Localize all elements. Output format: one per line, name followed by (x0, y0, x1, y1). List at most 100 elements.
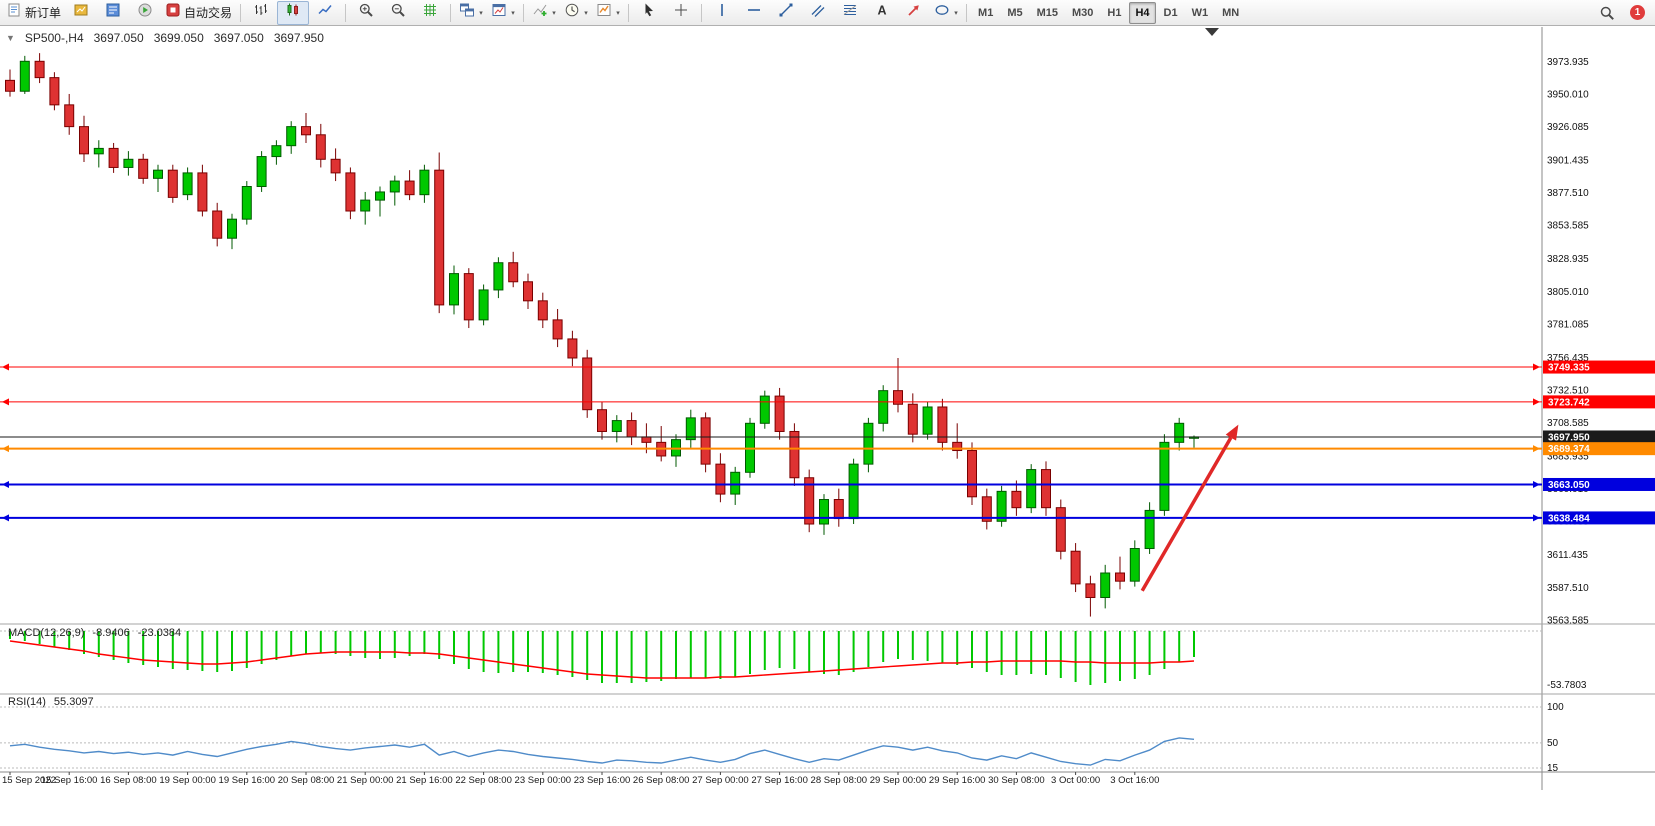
svg-text:29 Sep 16:00: 29 Sep 16:00 (929, 775, 986, 786)
button-label: 自动交易 (184, 6, 233, 20)
svg-text:100: 100 (1547, 702, 1564, 713)
bar-chart-button[interactable] (245, 1, 277, 25)
new-order-button[interactable]: 新订单 (2, 1, 65, 25)
svg-text:22 Sep 08:00: 22 Sep 08:00 (455, 775, 512, 786)
shapes-button[interactable]: ▾ (930, 1, 962, 25)
price-axis[interactable]: 3973.935 3950.010 3926.085 3901.435 3877.510… (1541, 27, 1589, 790)
svg-text:A: A (878, 4, 887, 18)
arrow-label-button[interactable] (898, 1, 930, 25)
svg-text:3708.585: 3708.585 (1547, 418, 1589, 429)
dropdown-arrow-icon[interactable]: ▾ (479, 9, 483, 17)
periods-button[interactable]: ▾ (560, 1, 592, 25)
vline-button[interactable] (706, 1, 738, 25)
svg-text:29 Sep 00:00: 29 Sep 00:00 (870, 775, 927, 786)
templates-icon (596, 2, 612, 23)
timeframe-M5[interactable]: M5 (1007, 6, 1023, 19)
market-watch-button[interactable] (97, 1, 129, 25)
trendline-button[interactable] (770, 1, 802, 25)
new-chart-icon (491, 2, 507, 23)
dropdown-arrow-icon[interactable]: ▾ (616, 9, 620, 17)
indicators-button[interactable]: ▾ (528, 1, 560, 25)
chart-profiles-button[interactable] (65, 1, 97, 25)
crosshair-button[interactable] (665, 1, 697, 25)
timeframe-H1[interactable]: H1 (1107, 6, 1122, 19)
toolbar-right: 1 (1591, 1, 1653, 25)
zoom-in-button[interactable] (350, 1, 382, 25)
autotrading-button[interactable]: 自动交易 (161, 1, 236, 25)
svg-text:3756.435: 3756.435 (1547, 353, 1589, 364)
tester-icon (137, 2, 153, 23)
arrow-label-icon (906, 2, 922, 23)
svg-text:-53.7803: -53.7803 (1547, 680, 1587, 691)
toolbar-separator (701, 3, 703, 22)
trend-arrow-annotation[interactable] (1140, 424, 1239, 592)
grid-button[interactable] (414, 1, 446, 25)
svg-text:21 Sep 16:00: 21 Sep 16:00 (396, 775, 453, 786)
svg-text:3689.374: 3689.374 (1548, 444, 1590, 455)
resistance-line-lower[interactable] (0, 398, 1542, 406)
macd-signal-line (9, 640, 1195, 679)
svg-text:3611.435: 3611.435 (1547, 550, 1588, 561)
candles-button[interactable] (277, 0, 310, 25)
svg-text:28 Sep 08:00: 28 Sep 08:00 (811, 775, 868, 786)
zoom-out-button[interactable] (382, 1, 414, 25)
hline-button[interactable] (738, 1, 770, 25)
timeframe-M1[interactable]: M1 (978, 6, 994, 19)
support-line-blue-upper[interactable] (0, 480, 1542, 488)
dropdown-arrow-icon[interactable]: ▾ (511, 9, 515, 17)
toolbar-groups: 新订单 自动交易 ▾ ▾ ▾ ▾ ▾ A ▾ M1 M5 M15 M30 H1 H4 D1 W1 MN (2, 0, 1246, 25)
one-click-trading-toggle[interactable]: ▼ (6, 33, 15, 43)
tile-windows-button[interactable]: ▾ (455, 1, 487, 25)
new-chart-button[interactable]: ▾ (487, 1, 519, 25)
dropdown-arrow-icon[interactable]: ▾ (552, 9, 556, 17)
resistance-line-upper[interactable] (0, 363, 1542, 371)
timeframe-M30[interactable]: M30 (1072, 6, 1094, 19)
dropdown-arrow-icon[interactable]: ▾ (584, 9, 588, 17)
candles-icon (285, 2, 301, 23)
cursor-button[interactable] (633, 1, 665, 25)
svg-text:3683.935: 3683.935 (1547, 452, 1589, 463)
svg-text:3 Oct 16:00: 3 Oct 16:00 (1110, 775, 1159, 786)
macd-label: MACD(12,26,9) -8.9406 -23.0384 (8, 627, 181, 639)
timeframe-W1[interactable]: W1 (1191, 6, 1209, 19)
cursor-icon (641, 2, 657, 23)
support-line-orange[interactable] (0, 445, 1542, 453)
bar-high: 3699.050 (153, 31, 204, 45)
svg-text:20 Sep 08:00: 20 Sep 08:00 (278, 775, 335, 786)
macd-panel: -53.7803 (0, 630, 1587, 691)
templates-button[interactable]: ▾ (592, 1, 624, 25)
fibonacci-button[interactable] (834, 1, 866, 25)
svg-text:3587.510: 3587.510 (1547, 583, 1589, 594)
timeframe-H4[interactable]: H4 (1129, 1, 1156, 24)
toolbar-separator (523, 3, 525, 22)
timeframe-MN[interactable]: MN (1222, 6, 1240, 19)
timeframe-M15[interactable]: M15 (1036, 6, 1058, 19)
text-button[interactable]: A (866, 1, 898, 25)
timeframe-D1[interactable]: D1 (1163, 6, 1178, 19)
support-line-blue-lower[interactable] (0, 514, 1542, 522)
line-chart-button[interactable] (309, 1, 341, 25)
svg-text:15 Sep 16:00: 15 Sep 16:00 (41, 775, 98, 786)
svg-text:23 Sep 16:00: 23 Sep 16:00 (574, 775, 631, 786)
macd-value: -8.9406 (92, 627, 130, 639)
notification-badge[interactable]: 1 (1630, 5, 1645, 20)
svg-text:3950.010: 3950.010 (1547, 89, 1589, 100)
search-icon (1600, 6, 1614, 20)
svg-text:3973.935: 3973.935 (1547, 57, 1589, 68)
dropdown-arrow-icon[interactable]: ▾ (954, 9, 958, 17)
svg-text:30 Sep 08:00: 30 Sep 08:00 (988, 775, 1045, 786)
channel-button[interactable] (802, 1, 834, 25)
svg-text:27 Sep 16:00: 27 Sep 16:00 (751, 775, 808, 786)
svg-text:3563.585: 3563.585 (1547, 615, 1589, 626)
rsi-name: RSI(14) (8, 696, 46, 708)
autotrading-icon (165, 2, 181, 23)
macd-name: MACD(12,26,9) (8, 627, 85, 639)
toolbar: 新订单 自动交易 ▾ ▾ ▾ ▾ ▾ A ▾ M1 M5 M15 M30 H1 H4 D1 W1 MN 1 (0, 0, 1655, 26)
svg-text:26 Sep 08:00: 26 Sep 08:00 (633, 775, 690, 786)
price-badge: 3697.950 (1543, 430, 1655, 444)
tester-button[interactable] (129, 1, 161, 25)
chart-shift-marker[interactable] (1205, 28, 1219, 36)
search-button[interactable] (1591, 1, 1623, 25)
